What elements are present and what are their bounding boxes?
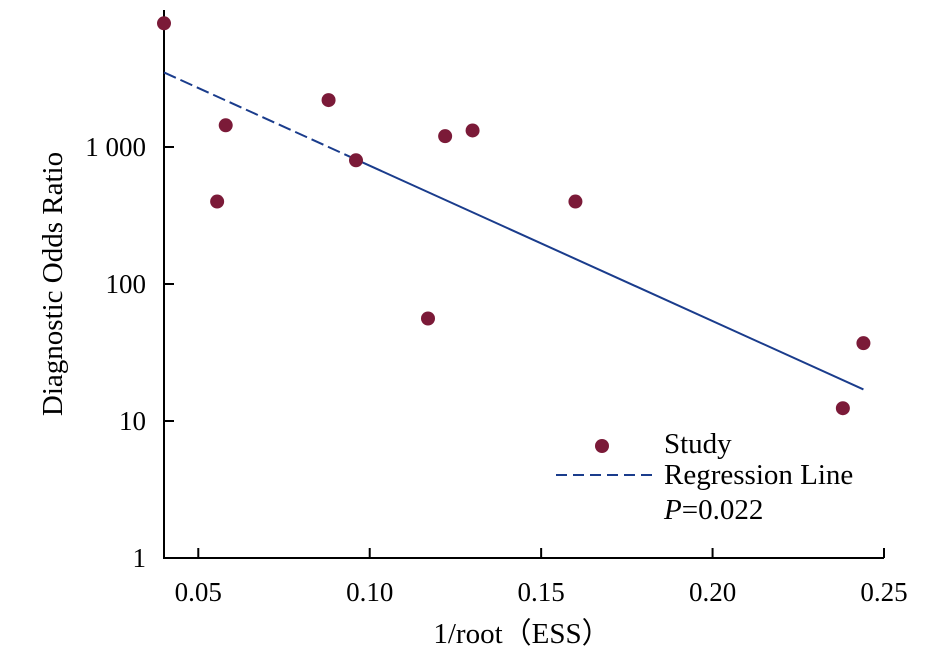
legend-study-label: Study [664,428,732,460]
regression-line-dashed-segment [163,71,354,159]
study-point [438,129,453,144]
legend-regression-label: Regression Line [664,459,853,491]
study-point [321,93,336,108]
study-point [157,16,171,31]
study-point [349,153,363,168]
study-point [568,194,583,209]
y-axis-title: Diagnostic Odds Ratio [37,152,69,416]
study-point [835,401,850,416]
y-tick-label: 1 [133,543,147,573]
study-point [421,311,435,326]
p-value-number: =0.022 [682,494,764,526]
x-tick-label: 0.25 [860,577,907,607]
x-ticks: 0.05 0.10 0.15 0.20 0.25 [175,548,908,607]
regression-line-solid-segment [352,157,864,391]
x-tick-label: 0.15 [518,577,565,607]
y-ticks: 1 10 100 1 000 [85,132,174,573]
series-layer [157,16,871,416]
y-tick-label: 1 000 [85,132,146,162]
x-tick-label: 0.20 [689,577,736,607]
y-tick-label: 100 [106,269,147,299]
y-tick-label: 10 [119,406,146,436]
p-value-letter: P [663,494,682,526]
x-tick-label: 0.10 [346,577,393,607]
legend-study-marker [595,439,609,453]
legend: Study Regression Line P=0.022 [556,428,853,526]
study-point [210,194,225,209]
x-tick-label: 0.05 [175,577,222,607]
x-axis-title: 1/root（ESS） [433,618,610,650]
study-point [218,118,233,133]
study-point [856,336,871,351]
p-value-annotation: P=0.022 [663,494,763,526]
regression-line [163,71,864,391]
study-point [465,123,480,138]
